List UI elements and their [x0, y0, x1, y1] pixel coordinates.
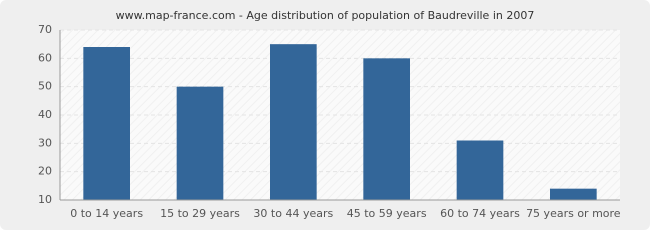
y-tick-label: 70 [38, 23, 52, 36]
chart-title: www.map-france.com - Age distribution of… [116, 9, 535, 22]
x-tick-label: 0 to 14 years [70, 207, 143, 220]
y-tick-label: 50 [38, 80, 52, 93]
x-tick-label: 60 to 74 years [440, 207, 520, 220]
bar [176, 86, 224, 200]
x-tick-label: 15 to 29 years [160, 207, 240, 220]
bar [83, 47, 130, 200]
bar [550, 188, 597, 200]
bar [363, 58, 410, 201]
y-tick-label: 60 [38, 51, 52, 64]
x-tick-label: 30 to 44 years [253, 207, 333, 220]
chart: www.map-france.com - Age distribution of… [0, 0, 650, 230]
bar [270, 44, 317, 200]
x-tick-label: 45 to 59 years [347, 207, 427, 220]
y-tick-label: 30 [38, 136, 52, 149]
y-tick-label: 20 [38, 165, 52, 178]
y-tick-label: 10 [38, 193, 52, 206]
bar [456, 140, 504, 200]
x-tick-label: 75 years or more [526, 207, 621, 220]
y-tick-label: 40 [38, 108, 52, 121]
